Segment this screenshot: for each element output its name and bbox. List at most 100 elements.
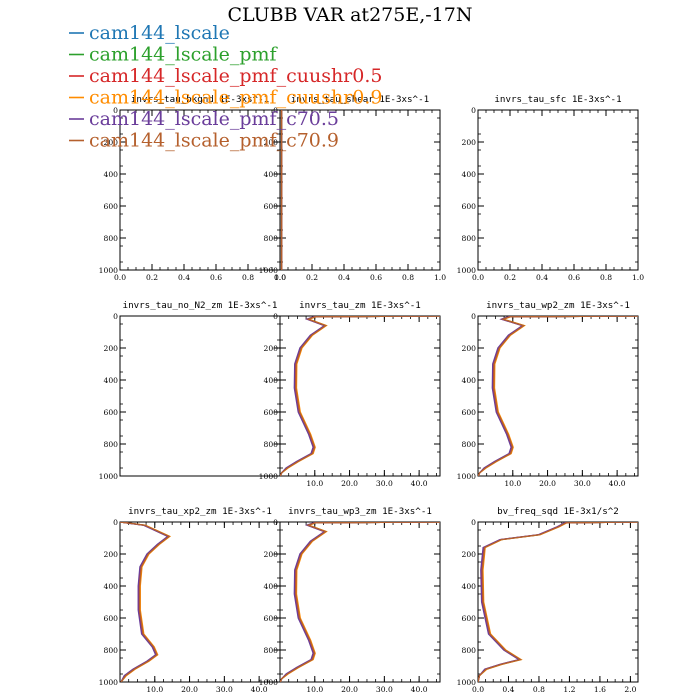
y-tick-label: 400 [104, 376, 119, 385]
x-tick-label: 40.0 [411, 685, 428, 694]
y-tick-label: 1000 [259, 472, 278, 481]
series-line-cam144_lscale_pmf_cuushr0.9 [478, 522, 638, 682]
x-tick-label: 0.4 [338, 273, 350, 282]
y-tick-label: 0 [113, 518, 118, 527]
plot-frame [119, 315, 281, 477]
legend-item: cam144_lscale_pmf [69, 44, 279, 66]
y-tick-label: 200 [264, 550, 279, 559]
series-line-cam144_lscale [280, 316, 440, 476]
y-tick-label: 200 [104, 138, 119, 147]
y-tick-label: 600 [104, 614, 119, 623]
plot-frame [119, 521, 281, 683]
x-tick-label: 1.0 [434, 273, 446, 282]
series-line-cam144_lscale_pmf_cuushr0.9 [280, 522, 440, 682]
y-tick-label: 200 [462, 138, 477, 147]
panel-title: invrs_tau_wp2_zm 1E-3xs^-1 [486, 300, 630, 311]
legend-item: cam144_lscale_pmf_c70.9 [69, 130, 339, 152]
series-line-cam144_lscale_pmf_cuushr0.5 [478, 522, 638, 682]
series-line-cam144_lscale_pmf_c70.9 [120, 522, 171, 682]
y-tick-label: 200 [264, 138, 279, 147]
x-tick-label: 1.2 [563, 685, 575, 694]
panel-title: invrs_tau_wp3_zm 1E-3xs^-1 [288, 506, 432, 517]
series-line-cam144_lscale_pmf_c70.5 [280, 522, 440, 682]
y-tick-label: 400 [462, 170, 477, 179]
y-tick-label: 1000 [457, 266, 476, 275]
y-tick-label: 600 [264, 614, 279, 623]
x-tick-label: 20.0 [341, 685, 358, 694]
y-tick-label: 0 [273, 106, 278, 115]
panel-8: invrs_tau_wp3_zm 1E-3xs^-1 0 200 400 600 800 1… [259, 506, 441, 694]
series-line-cam144_lscale_pmf [120, 522, 171, 682]
y-tick-label: 0 [471, 312, 476, 321]
x-tick-label: 30.0 [574, 479, 591, 488]
panel-9: bv_freq_sqd 1E-3x1/s^2020040060080010000… [457, 506, 639, 694]
panel-5: invrs_tau_zm 1E-3xs^-1 0 200 400 600 800 1000 1… [259, 300, 441, 488]
series-line-cam144_lscale_pmf [478, 522, 638, 682]
series-line-cam144_lscale_pmf_cuushr0.9 [120, 522, 172, 682]
x-tick-label: 0.4 [536, 273, 548, 282]
x-tick-label: 0.8 [402, 273, 414, 282]
x-tick-label: 10.0 [306, 685, 323, 694]
figure-title: CLUBB VAR at275E,-17N [228, 4, 473, 26]
panel-3: invrs_tau_sfc 1E-3xs^-1 0 200 400 600 800 1000… [457, 94, 645, 282]
y-tick-label: 800 [462, 646, 477, 655]
y-tick-label: 0 [113, 312, 118, 321]
plot-frame [477, 521, 639, 683]
x-tick-label: 30.0 [376, 479, 393, 488]
y-tick-label: 0 [273, 312, 278, 321]
legend-item: cam144_lscale_pmf_cuushr0.9 [69, 87, 382, 109]
series-line-cam144_lscale_pmf_cuushr0.9 [478, 316, 638, 476]
y-tick-label: 1000 [99, 472, 118, 481]
x-tick-label: 0.6 [568, 273, 580, 282]
series-line-cam144_lscale_pmf [280, 316, 440, 476]
legend-item: cam144_lscale [69, 22, 230, 44]
panel-title: invrs_tau_zm 1E-3xs^-1 [299, 300, 421, 311]
x-tick-label: 0.4 [178, 273, 190, 282]
y-tick-label: 0 [471, 518, 476, 527]
x-tick-label: 1.6 [594, 685, 606, 694]
y-tick-label: 800 [104, 440, 119, 449]
x-tick-label: 0.4 [502, 685, 514, 694]
y-tick-label: 200 [462, 344, 477, 353]
x-tick-label: 0.8 [600, 273, 612, 282]
y-tick-label: 400 [104, 582, 119, 591]
y-tick-label: 200 [104, 344, 119, 353]
x-tick-label: 1.0 [632, 273, 644, 282]
legend-label: cam144_lscale_pmf_c70.9 [89, 130, 339, 152]
y-tick-label: 800 [462, 234, 477, 243]
panel-title: bv_freq_sqd 1E-3x1/s^2 [497, 506, 619, 517]
y-tick-label: 0 [471, 106, 476, 115]
y-tick-label: 0 [273, 518, 278, 527]
panel-title: invrs_tau_shear 1E-3xs^-1 [291, 94, 429, 105]
series-line-cam144_lscale [478, 316, 638, 476]
plot-frame [477, 315, 639, 477]
y-tick-label: 400 [462, 376, 477, 385]
series-line-cam144_lscale [478, 522, 638, 682]
series-line-cam144_lscale_pmf_c70.9 [280, 316, 440, 476]
panel-title: invrs_tau_xp2_zm 1E-3xs^-1 [128, 506, 272, 517]
series-line-cam144_lscale_pmf_cuushr0.9 [280, 316, 440, 476]
y-tick-label: 400 [104, 170, 119, 179]
x-tick-label: 0.6 [210, 273, 222, 282]
series-line-cam144_lscale_pmf [478, 316, 638, 476]
panel-4: invrs_tau_no_N2_zm 1E-3xs^-1020040060080… [99, 300, 281, 481]
series-line-cam144_lscale_pmf_cuushr0.5 [280, 522, 440, 682]
plot-frame [477, 109, 639, 271]
y-tick-label: 1000 [259, 266, 278, 275]
x-tick-label: 0.0 [472, 273, 484, 282]
x-tick-label: 0.0 [114, 273, 126, 282]
legend-label: cam144_lscale_pmf [89, 44, 279, 66]
x-tick-label: 30.0 [216, 685, 233, 694]
x-tick-label: 0.0 [274, 273, 286, 282]
y-tick-label: 600 [264, 408, 279, 417]
y-tick-label: 0 [113, 106, 118, 115]
series-line-cam144_lscale_pmf_c70.9 [478, 316, 638, 476]
y-tick-label: 200 [104, 550, 119, 559]
x-tick-label: 10.0 [504, 479, 521, 488]
series-line-cam144_lscale_pmf_cuushr0.5 [280, 316, 440, 476]
panel-title: invrs_tau_bkgnd 1E-3xs^-1 [131, 94, 269, 105]
x-tick-label: 0.2 [146, 273, 158, 282]
y-tick-label: 600 [104, 202, 119, 211]
series-line-cam144_lscale_pmf_c70.5 [120, 522, 169, 682]
